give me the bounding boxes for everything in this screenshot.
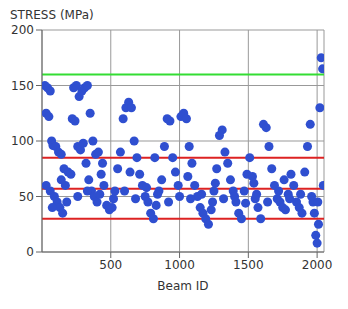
svg-text:Beam ID: Beam ID: [157, 279, 208, 293]
svg-text:0: 0: [26, 245, 34, 259]
svg-text:200: 200: [11, 24, 34, 37]
svg-text:1000: 1000: [164, 258, 195, 272]
svg-text:1500: 1500: [233, 258, 264, 272]
svg-text:2000: 2000: [302, 258, 333, 272]
html-text:STRESS (MPa): STRESS (MPa): [10, 8, 94, 22]
svg-text:150: 150: [11, 79, 34, 93]
svg-text:100: 100: [11, 134, 34, 148]
svg-text:500: 500: [99, 258, 122, 272]
svg-text:50: 50: [19, 190, 34, 204]
